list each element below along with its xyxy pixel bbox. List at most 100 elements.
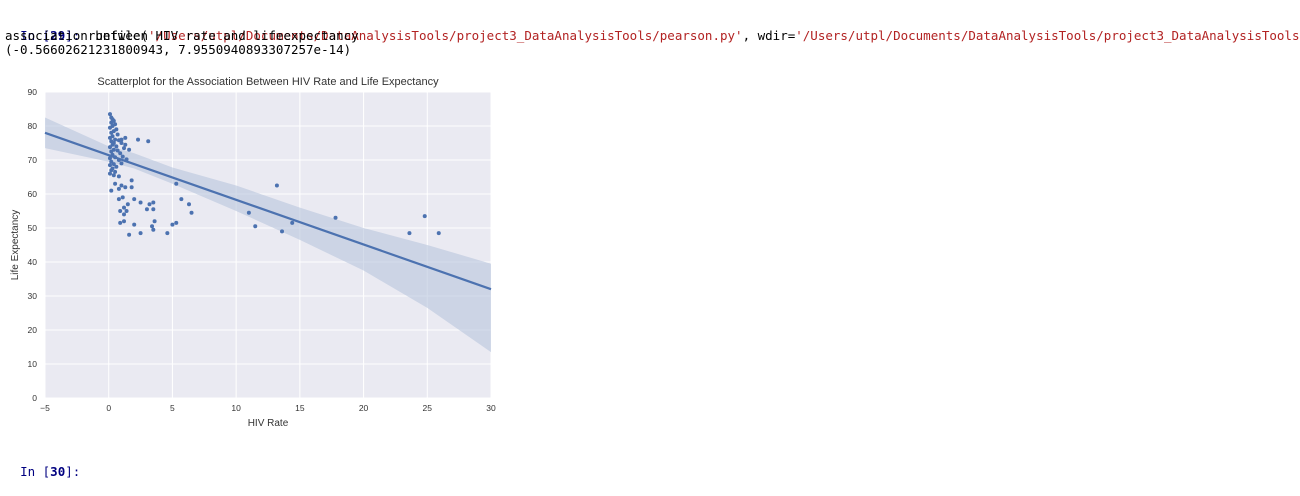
data-point bbox=[122, 146, 127, 151]
chart-title: Scatterplot for the Association Between … bbox=[97, 76, 439, 88]
data-point bbox=[170, 222, 175, 227]
x-tick-label: 0 bbox=[106, 403, 111, 413]
data-point bbox=[119, 137, 124, 142]
input-line-29[interactable]: In [29]: runfile( '/Users/utpl/Documents/… bbox=[5, 15, 1300, 43]
data-point bbox=[274, 183, 279, 188]
data-point bbox=[122, 219, 127, 224]
data-point bbox=[123, 135, 128, 140]
data-point bbox=[109, 149, 114, 154]
data-point bbox=[109, 120, 114, 125]
data-point bbox=[151, 207, 156, 212]
data-point bbox=[146, 139, 151, 144]
data-point bbox=[151, 227, 156, 232]
y-tick-label: 10 bbox=[28, 359, 38, 369]
x-tick-label: 25 bbox=[423, 403, 433, 413]
data-point bbox=[111, 162, 116, 167]
data-point bbox=[127, 147, 132, 152]
data-point bbox=[119, 183, 124, 188]
data-point bbox=[107, 112, 112, 117]
data-point bbox=[179, 197, 184, 202]
x-axis-label: HIV Rate bbox=[248, 418, 289, 429]
data-point bbox=[116, 197, 121, 202]
data-point bbox=[118, 209, 123, 213]
data-point bbox=[120, 154, 125, 159]
data-point bbox=[165, 231, 170, 236]
data-point bbox=[138, 231, 143, 236]
y-tick-label: 30 bbox=[28, 291, 38, 301]
y-tick-label: 70 bbox=[28, 155, 38, 165]
data-point bbox=[109, 168, 114, 173]
data-point bbox=[174, 181, 179, 186]
input-line-30[interactable]: In [30]: bbox=[5, 451, 88, 479]
y-axis-label: Life Expectancy bbox=[10, 210, 21, 281]
x-tick-label: −5 bbox=[40, 403, 50, 413]
data-point bbox=[119, 141, 124, 145]
data-point bbox=[189, 210, 194, 215]
data-point bbox=[118, 220, 123, 225]
prompt-in-label: In [ bbox=[20, 28, 51, 43]
data-point bbox=[116, 174, 121, 179]
data-point bbox=[118, 151, 123, 156]
prompt-number: 29 bbox=[50, 28, 66, 43]
data-point bbox=[422, 214, 427, 219]
data-point bbox=[107, 163, 112, 168]
data-point bbox=[122, 212, 127, 217]
data-point bbox=[122, 205, 127, 210]
data-point bbox=[116, 186, 121, 191]
data-point bbox=[125, 202, 130, 207]
prompt-close: ]: bbox=[65, 28, 88, 43]
y-tick-label: 0 bbox=[32, 393, 37, 403]
y-tick-label: 80 bbox=[28, 121, 38, 131]
data-point bbox=[132, 197, 137, 202]
data-point bbox=[290, 220, 295, 225]
data-point bbox=[129, 185, 134, 190]
data-point bbox=[114, 144, 119, 149]
data-point bbox=[107, 156, 112, 161]
data-point bbox=[151, 200, 156, 205]
data-point bbox=[253, 224, 258, 229]
data-point bbox=[111, 173, 116, 178]
regression-line bbox=[44, 131, 492, 291]
data-point bbox=[114, 164, 119, 169]
x-tick-label: 30 bbox=[486, 403, 496, 413]
data-point bbox=[144, 207, 149, 212]
data-point bbox=[136, 137, 141, 142]
data-point bbox=[119, 161, 124, 166]
data-point bbox=[123, 185, 128, 190]
x-tick-label: 5 bbox=[170, 403, 175, 413]
data-point bbox=[152, 219, 157, 224]
confidence-band bbox=[45, 117, 491, 353]
data-point bbox=[113, 181, 118, 186]
code-wdir-string: '/Users/utpl/Documents/DataAnalysisTools… bbox=[795, 28, 1300, 43]
data-point bbox=[110, 142, 115, 147]
data-point bbox=[115, 132, 120, 137]
data-point bbox=[107, 125, 112, 130]
prompt-in-label: In [ bbox=[20, 464, 51, 479]
data-points bbox=[107, 112, 441, 237]
data-point bbox=[129, 178, 134, 183]
x-tick-label: 15 bbox=[295, 403, 305, 413]
data-point bbox=[127, 232, 132, 237]
data-point bbox=[120, 195, 125, 200]
data-point bbox=[280, 229, 285, 234]
y-tick-label: 90 bbox=[28, 87, 38, 97]
data-point bbox=[113, 137, 118, 142]
data-point bbox=[115, 148, 120, 153]
data-point bbox=[436, 231, 441, 236]
data-point bbox=[109, 130, 114, 135]
code-function: runfile( bbox=[87, 28, 149, 43]
data-point bbox=[109, 159, 114, 164]
prompt-number: 30 bbox=[50, 464, 66, 479]
data-point bbox=[107, 145, 112, 150]
data-point bbox=[150, 224, 155, 229]
data-point bbox=[113, 169, 118, 174]
prompt-close: ]: bbox=[65, 464, 88, 479]
data-point bbox=[132, 222, 137, 227]
y-tick-label: 40 bbox=[28, 257, 38, 267]
data-point bbox=[407, 231, 412, 236]
data-point bbox=[333, 215, 338, 220]
x-tick-label: 10 bbox=[231, 403, 241, 413]
data-point bbox=[109, 188, 114, 193]
data-point bbox=[124, 209, 129, 213]
